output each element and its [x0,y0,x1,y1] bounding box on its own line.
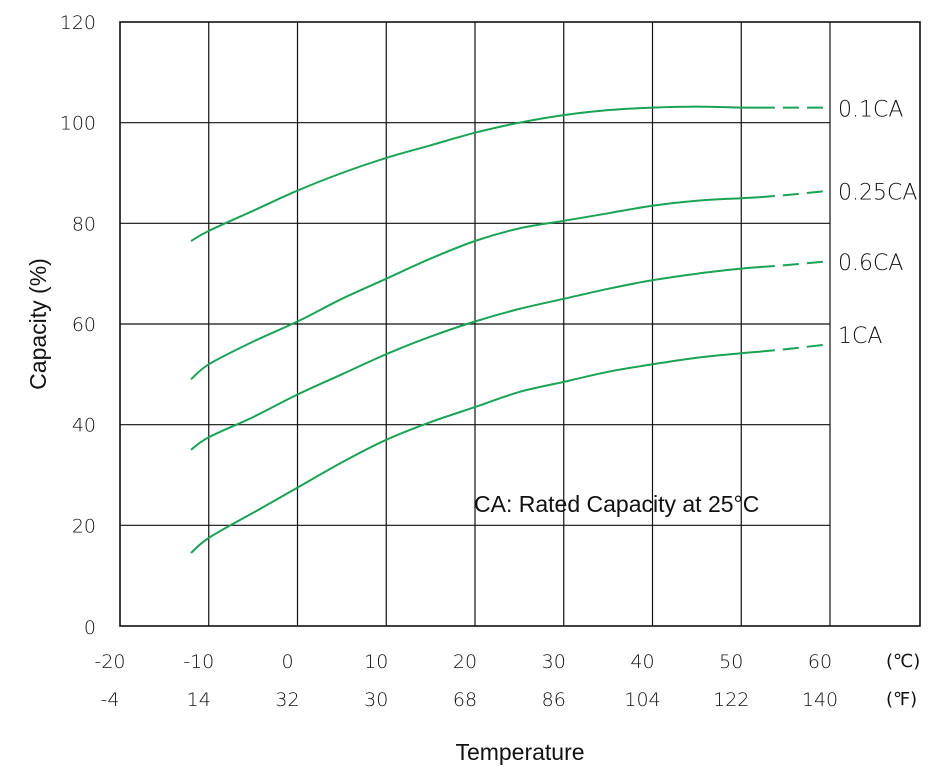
series-line-0.25CA [190,196,760,381]
x-tick-label-fahrenheit: 140 [802,689,838,711]
y-tick-label: 20 [72,515,96,537]
x-tick-label-fahrenheit: 122 [713,689,749,711]
x-tick-label-fahrenheit: -4 [101,689,120,711]
x-tick-label-celsius: 30 [542,651,566,673]
x-tick-label-fahrenheit: 30 [364,689,388,711]
unit-fahrenheit-label: (℉) [886,689,917,710]
grid [119,21,921,627]
y-tick-label: 60 [72,314,96,336]
x-tick-label-celsius: 0 [281,651,293,673]
series-line-0.6CA [190,266,760,451]
y-tick-label: 120 [60,12,96,34]
y-tick-label: 40 [72,415,96,437]
y-tick-label: 0 [84,617,96,639]
tick-labels: 0 20 40 60 80 100 120 -20 -10 0 10 20 30 40 50 60 -4 14 32… [60,12,838,711]
series-label-1CA: 1CA [838,324,882,349]
series-lines: 0.1CA 0.25CA 0.6CA 1CA [190,98,917,554]
x-axis-title: Temperature [455,739,584,765]
x-tick-label-celsius: 40 [630,651,654,673]
series-label-0.25CA: 0.25CA [838,181,917,206]
series-line-1CA [190,350,760,554]
series-line-extension-0.6CA [758,260,831,269]
x-tick-label-fahrenheit: 68 [453,689,477,711]
x-tick-label-celsius: 60 [808,651,832,673]
x-tick-label-celsius: 20 [453,651,477,673]
y-axis-title: Capacity (%) [25,258,51,390]
series-line-extension-0.25CA [758,189,831,199]
x-tick-label-celsius: -20 [94,651,125,673]
rated-capacity-note: CA: Rated Capacity at 25°C [474,491,759,517]
series-label-0.1CA: 0.1CA [838,98,903,123]
y-tick-label: 100 [60,113,96,135]
x-tick-label-celsius: -10 [183,651,214,673]
x-tick-label-fahrenheit: 104 [624,689,660,711]
y-tick-label: 80 [72,213,96,235]
x-tick-label-fahrenheit: 86 [542,689,566,711]
series-line-extension-1CA [758,343,831,353]
x-tick-label-celsius: 50 [719,651,743,673]
series-line-0.1CA [190,105,760,242]
series-label-0.6CA: 0.6CA [838,251,903,276]
x-tick-label-celsius: 10 [364,651,388,673]
unit-celsius-label: (℃) [886,651,920,672]
x-tick-label-fahrenheit: 14 [187,689,211,711]
x-tick-label-fahrenheit: 32 [275,689,299,711]
